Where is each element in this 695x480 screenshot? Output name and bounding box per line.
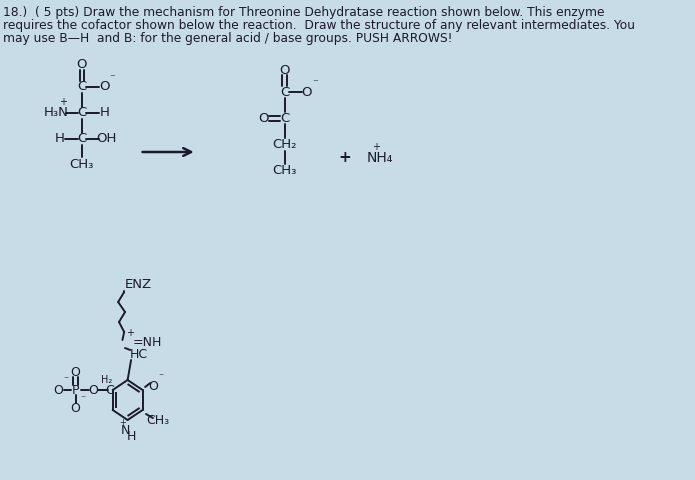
Text: C: C [77, 107, 87, 120]
Text: =NH: =NH [133, 336, 162, 349]
Text: O: O [71, 365, 81, 379]
Text: ⁻: ⁻ [63, 375, 69, 385]
Text: +: + [126, 328, 134, 338]
Text: H: H [99, 107, 109, 120]
Text: O: O [71, 401, 81, 415]
Text: O: O [76, 59, 87, 72]
Text: HC: HC [129, 348, 147, 361]
Text: O: O [279, 63, 290, 76]
Text: O: O [54, 384, 63, 396]
Text: 18.)  ( 5 pts) Draw the mechanism for Threonine Dehydratase reaction shown below: 18.) ( 5 pts) Draw the mechanism for Thr… [3, 6, 604, 19]
Text: N: N [120, 423, 130, 436]
Text: O: O [148, 380, 158, 393]
Text: +: + [119, 418, 126, 427]
Text: C: C [77, 132, 87, 145]
Text: O: O [99, 81, 110, 94]
Text: O: O [88, 384, 98, 396]
Text: +: + [338, 151, 351, 166]
Text: ⁻: ⁻ [80, 394, 85, 404]
Text: H₂: H₂ [101, 375, 113, 385]
Text: P: P [72, 384, 79, 396]
Text: H: H [127, 430, 137, 443]
Text: O: O [259, 111, 269, 124]
Text: H₃N: H₃N [44, 107, 69, 120]
Text: requires the cofactor shown below the reaction.  Draw the structure of any relev: requires the cofactor shown below the re… [3, 19, 635, 32]
Text: C: C [280, 85, 289, 98]
Text: NH₄: NH₄ [367, 151, 393, 165]
Text: H: H [55, 132, 65, 145]
Text: +: + [372, 142, 379, 152]
Text: ⁻: ⁻ [312, 78, 318, 88]
Text: may use B—H  and B: for the general acid / base groups. PUSH ARROWS!: may use B—H and B: for the general acid … [3, 32, 452, 45]
Text: O: O [302, 85, 312, 98]
Text: CH₃: CH₃ [147, 413, 170, 427]
Text: CH₃: CH₃ [272, 164, 297, 177]
Text: +: + [59, 97, 67, 107]
Text: CH₂: CH₂ [272, 137, 297, 151]
Text: C: C [106, 384, 115, 396]
Text: ⁻: ⁻ [110, 73, 115, 83]
Text: OH: OH [96, 132, 116, 145]
Text: ⁻: ⁻ [158, 372, 163, 382]
Text: CH₃: CH₃ [70, 157, 94, 170]
Text: C: C [77, 81, 87, 94]
Text: ENZ: ENZ [125, 278, 152, 291]
Text: C: C [280, 111, 289, 124]
